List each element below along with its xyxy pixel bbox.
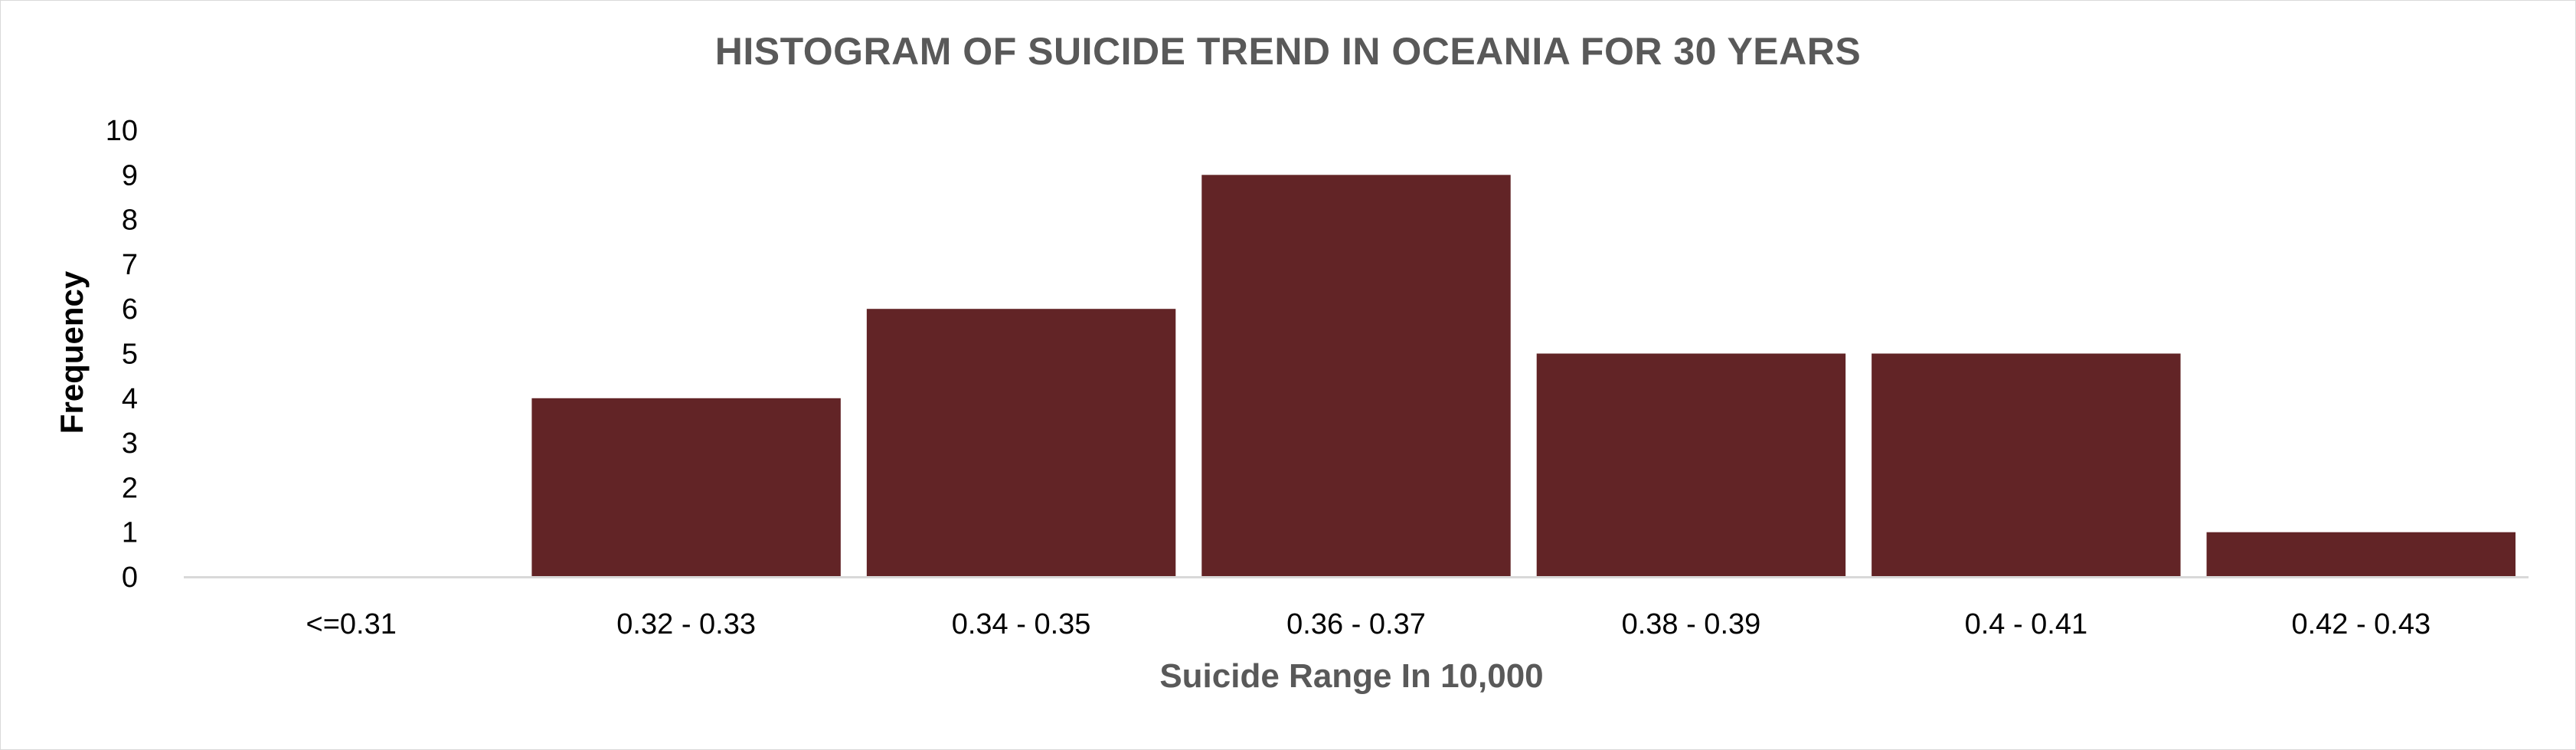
x-tick-label: 0.36 - 0.37 — [1286, 608, 1426, 640]
x-tick-labels: <=0.31 0.32 - 0.33 0.34 - 0.35 0.36 - 0.37 0… — [306, 608, 2431, 640]
y-tick-label: 9 — [122, 159, 138, 192]
y-tick-labels: 0 1 2 3 4 5 6 7 8 9 10 — [106, 115, 138, 594]
bars-group — [531, 175, 2516, 578]
x-tick-label: 0.38 - 0.39 — [1622, 608, 1761, 640]
x-tick-label: 0.34 - 0.35 — [952, 608, 1091, 640]
x-tick-label: <=0.31 — [306, 608, 397, 640]
x-axis-label: Suicide Range In 10,000 — [1159, 657, 1544, 695]
bar-2 — [866, 309, 1176, 577]
x-tick-label: 0.32 - 0.33 — [616, 608, 756, 640]
x-tick-label: 0.4 - 0.41 — [1965, 608, 2088, 640]
bar-4 — [1536, 353, 1846, 577]
chart-title: HISTOGRAM OF SUICIDE TREND IN OCEANIA FO… — [714, 30, 1862, 73]
y-tick-label: 2 — [122, 472, 138, 504]
bar-6 — [2206, 532, 2516, 577]
x-tick-label: 0.42 - 0.43 — [2291, 608, 2431, 640]
y-tick-label: 7 — [122, 249, 138, 281]
y-tick-label: 10 — [106, 115, 138, 147]
bar-5 — [1872, 353, 2181, 577]
y-tick-label: 6 — [122, 293, 138, 326]
bar-3 — [1201, 175, 1511, 578]
y-tick-label: 4 — [122, 383, 138, 415]
y-tick-label: 8 — [122, 205, 138, 237]
y-tick-label: 3 — [122, 427, 138, 460]
y-tick-label: 5 — [122, 339, 138, 371]
bar-1 — [531, 398, 841, 577]
y-tick-label: 1 — [122, 517, 138, 549]
y-tick-label: 0 — [122, 562, 138, 594]
